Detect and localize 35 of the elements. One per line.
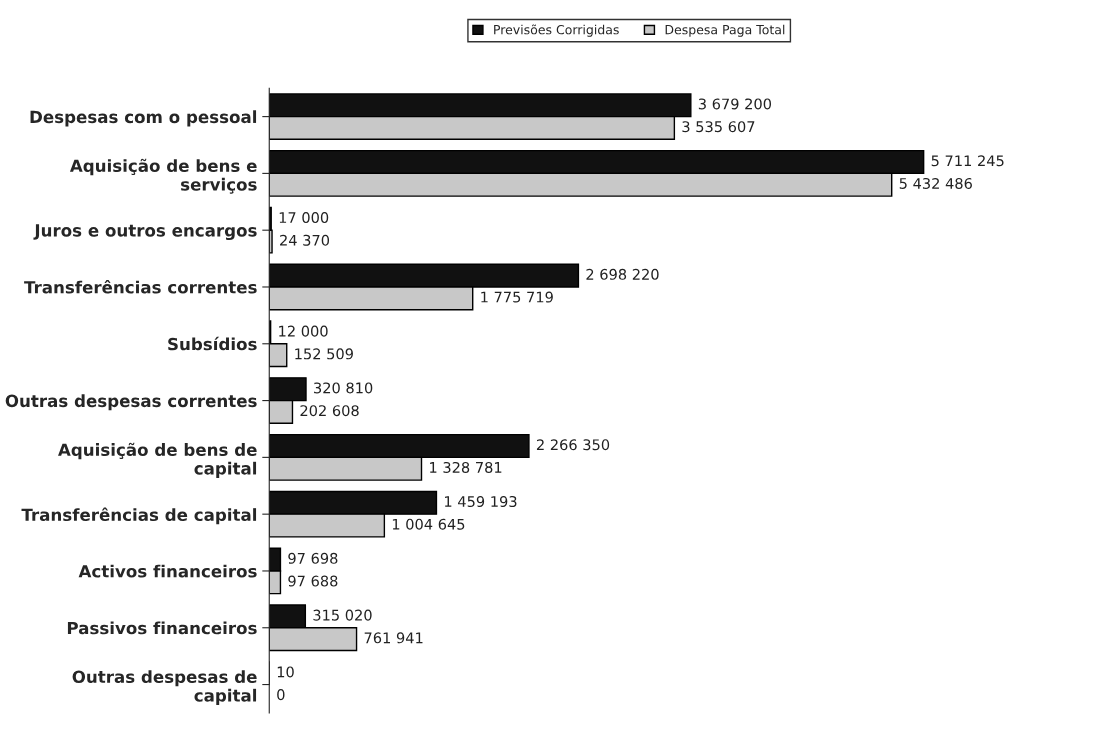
legend-label: Despesa Paga Total bbox=[665, 24, 785, 37]
data-label: 10 bbox=[277, 666, 294, 678]
y-tick-label: Outras despesas correntes bbox=[5, 394, 257, 411]
y-tick-label: Despesas com o pessoal bbox=[30, 110, 257, 127]
y-tick-label: Transferências correntes bbox=[24, 279, 257, 294]
y-tick-label: Juros e outros encargos bbox=[33, 224, 257, 241]
y-tick-label: Transferências de capital bbox=[21, 507, 257, 525]
data-label: 24 370 bbox=[280, 234, 330, 246]
data-label: 761 941 bbox=[364, 632, 423, 644]
y-tick-label: Aquisição de bens e serviços bbox=[69, 158, 257, 194]
data-label: 315 020 bbox=[313, 609, 372, 621]
data-label: 97 698 bbox=[288, 552, 338, 564]
y-tick-label: Aquisição de bens de capital bbox=[58, 442, 257, 478]
data-label: 1 775 719 bbox=[481, 291, 553, 303]
data-label: 320 810 bbox=[314, 382, 373, 394]
data-label: 1 459 193 bbox=[445, 496, 517, 508]
data-label: 3 679 200 bbox=[698, 98, 772, 110]
data-label: 5 432 486 bbox=[899, 177, 972, 189]
data-label: 2 266 350 bbox=[536, 439, 610, 451]
data-label: 5 711 245 bbox=[931, 155, 1004, 167]
y-tick-label: Passivos financeiros bbox=[67, 621, 257, 635]
y-tick-label: Activos financeiros bbox=[78, 564, 257, 578]
data-label: 152 509 bbox=[295, 348, 353, 360]
legend-label: Previsões Corrigidas bbox=[494, 24, 619, 37]
y-tick-label: Outras despesas de capital bbox=[72, 670, 257, 705]
data-label: 97 688 bbox=[288, 575, 338, 587]
data-label: 2 698 220 bbox=[586, 268, 659, 280]
data-label: 1 328 781 bbox=[430, 461, 502, 473]
data-label: 1 004 645 bbox=[392, 518, 465, 530]
data-label: 0 bbox=[277, 689, 285, 701]
data-label: 17 000 bbox=[279, 212, 329, 224]
y-tick-label: Subsídios bbox=[168, 336, 257, 351]
data-label: 202 608 bbox=[300, 405, 359, 417]
data-label: 3 535 607 bbox=[682, 121, 755, 133]
data-label: 12 000 bbox=[279, 325, 328, 337]
